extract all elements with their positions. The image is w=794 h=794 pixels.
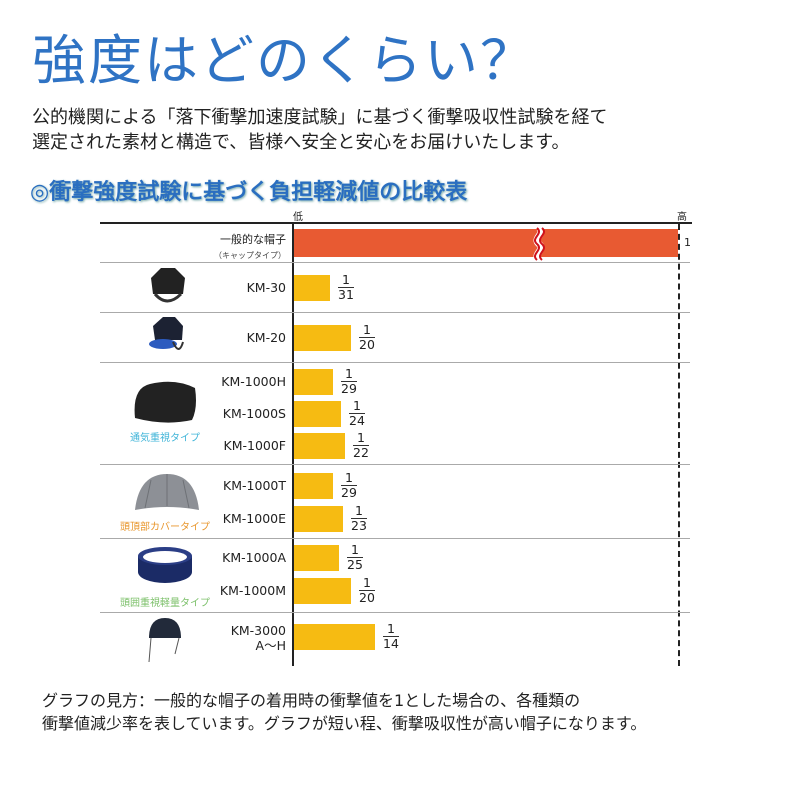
bar-km-30 — [294, 275, 330, 301]
group-caption: 通気重視タイプ — [130, 433, 200, 444]
row-divider — [100, 362, 690, 363]
category-label: KM-1000F — [223, 438, 287, 453]
value-label: 1 20 — [359, 576, 375, 605]
category-label: KM-1000E — [222, 511, 286, 526]
fraction-numerator: 1 — [349, 399, 365, 414]
axis-break-icon — [533, 226, 545, 262]
fraction-denominator: 22 — [353, 445, 369, 460]
row-divider — [100, 538, 690, 539]
category-label: KM-20 — [246, 330, 286, 345]
bar-km-1000s — [294, 401, 341, 427]
vertical-axis-line — [292, 222, 294, 666]
value-label: 1 29 — [341, 367, 357, 396]
km1000-cover-cap-image — [135, 474, 199, 510]
bar-km-1000t — [294, 473, 333, 499]
category-label: KM-1000A — [222, 550, 286, 565]
value-label-reference: 1 — [684, 236, 691, 249]
fraction-numerator: 1 — [383, 622, 399, 637]
km1000-mesh-cap-image — [134, 381, 196, 423]
km20-helmet-image — [149, 317, 184, 350]
fraction-numerator: 1 — [359, 323, 375, 338]
note-line-2: 衝撃値減少率を表しています。グラフが短い程、衝撃吸収性が高い帽子になります。 — [42, 714, 647, 733]
bar-km-3000 — [294, 624, 375, 650]
km30-helmet-image — [151, 268, 185, 303]
km1000-headband-image — [138, 547, 192, 583]
row-divider — [100, 612, 690, 613]
value-label: 1 22 — [353, 431, 369, 460]
category-label: KM-1000M — [219, 583, 286, 598]
value-label: 1 25 — [347, 543, 363, 572]
note-line-1: グラフの見方：一般的な帽子の着用時の衝撃値を1とした場合の、各種類の — [42, 691, 581, 710]
axis-low-label: 低 — [293, 212, 303, 223]
intro-line-2: 選定された素材と構造で、皆様へ安全と安心をお届けいたします。 — [32, 132, 570, 153]
fraction-denominator: 31 — [338, 287, 354, 302]
fraction-denominator: 14 — [383, 636, 399, 651]
fraction-denominator: 23 — [351, 518, 367, 533]
fraction-numerator: 1 — [341, 471, 357, 486]
value-label: 1 23 — [351, 504, 367, 533]
category-label: 一般的な帽子 — [220, 233, 286, 246]
bar-km-20 — [294, 325, 351, 351]
category-label: KM-30 — [246, 280, 286, 295]
category-label: KM-3000 — [230, 623, 286, 638]
bar-km-1000m — [294, 578, 351, 604]
category-label: KM-1000H — [221, 374, 286, 389]
fraction-numerator: 1 — [359, 576, 375, 591]
km3000-cap-image — [148, 618, 181, 663]
row-divider — [100, 262, 690, 263]
value-label: 1 20 — [359, 323, 375, 352]
category-label: KM-1000S — [222, 406, 286, 421]
category-label: KM-1000T — [223, 478, 286, 493]
fraction-numerator: 1 — [338, 273, 354, 288]
group-caption: 頭頂部カバータイプ — [120, 522, 210, 533]
fraction-denominator: 29 — [341, 381, 357, 396]
chart-heading: ◎衝撃強度試験に基づく負担軽減値の比較表 — [30, 180, 468, 205]
category-sublabel: （キャップタイプ） — [214, 251, 286, 260]
value-label: 1 31 — [338, 273, 354, 302]
fraction-denominator: 25 — [347, 557, 363, 572]
category-sublabel: A〜H — [255, 638, 286, 653]
value-label: 1 24 — [349, 399, 365, 428]
fraction-denominator: 24 — [349, 413, 365, 428]
value-label: 1 29 — [341, 471, 357, 500]
bar-km-1000f — [294, 433, 345, 459]
top-axis-line — [100, 222, 692, 224]
bar-reference — [294, 229, 678, 257]
intro-line-1: 公的機関による「落下衝撃加速度試験」に基づく衝撃吸収性試験を経て — [32, 107, 608, 128]
row-divider — [100, 464, 690, 465]
fraction-denominator: 20 — [359, 337, 375, 352]
fraction-numerator: 1 — [351, 504, 367, 519]
bar-km-1000a — [294, 545, 339, 571]
fraction-numerator: 1 — [341, 367, 357, 382]
fraction-denominator: 20 — [359, 590, 375, 605]
bar-km-1000e — [294, 506, 343, 532]
fraction-numerator: 1 — [347, 543, 363, 558]
row-divider — [100, 312, 690, 313]
value-label: 1 14 — [383, 622, 399, 651]
axis-high-label: 高 — [677, 212, 687, 223]
page-title: 強度はどのくらい？ — [32, 29, 536, 92]
fraction-numerator: 1 — [353, 431, 369, 446]
reference-dashed-line — [678, 224, 680, 666]
group-caption: 頭囲重視軽量タイプ — [120, 598, 210, 609]
fraction-denominator: 29 — [341, 485, 357, 500]
bar-km-1000h — [294, 369, 333, 395]
